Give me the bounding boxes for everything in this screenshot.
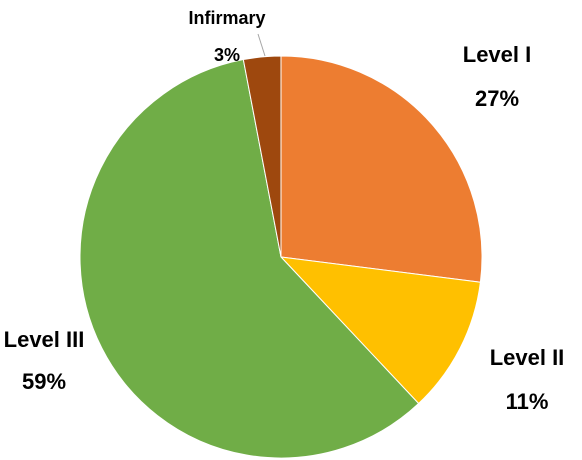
leader-line xyxy=(257,33,266,57)
value-label: 59% xyxy=(21,369,67,394)
slice-label: Infirmary 3% xyxy=(167,0,287,74)
value-label: 27% xyxy=(474,86,520,111)
pie-slice xyxy=(279,256,481,405)
category-label: Infirmary xyxy=(188,8,266,28)
value-label: 3% xyxy=(213,45,240,65)
value-label: 11% xyxy=(505,389,549,414)
category-label: Level I xyxy=(462,42,532,67)
slice-label: Level I 27% xyxy=(437,33,557,121)
pie-slice xyxy=(280,55,483,283)
slice-label: Level II 11% xyxy=(467,336,582,424)
category-label: Level III xyxy=(3,327,85,352)
category-label: Level II xyxy=(489,345,565,370)
pie-slice xyxy=(79,58,420,459)
pie-slice xyxy=(242,55,282,258)
slice-label: Level III 59% xyxy=(0,319,88,403)
